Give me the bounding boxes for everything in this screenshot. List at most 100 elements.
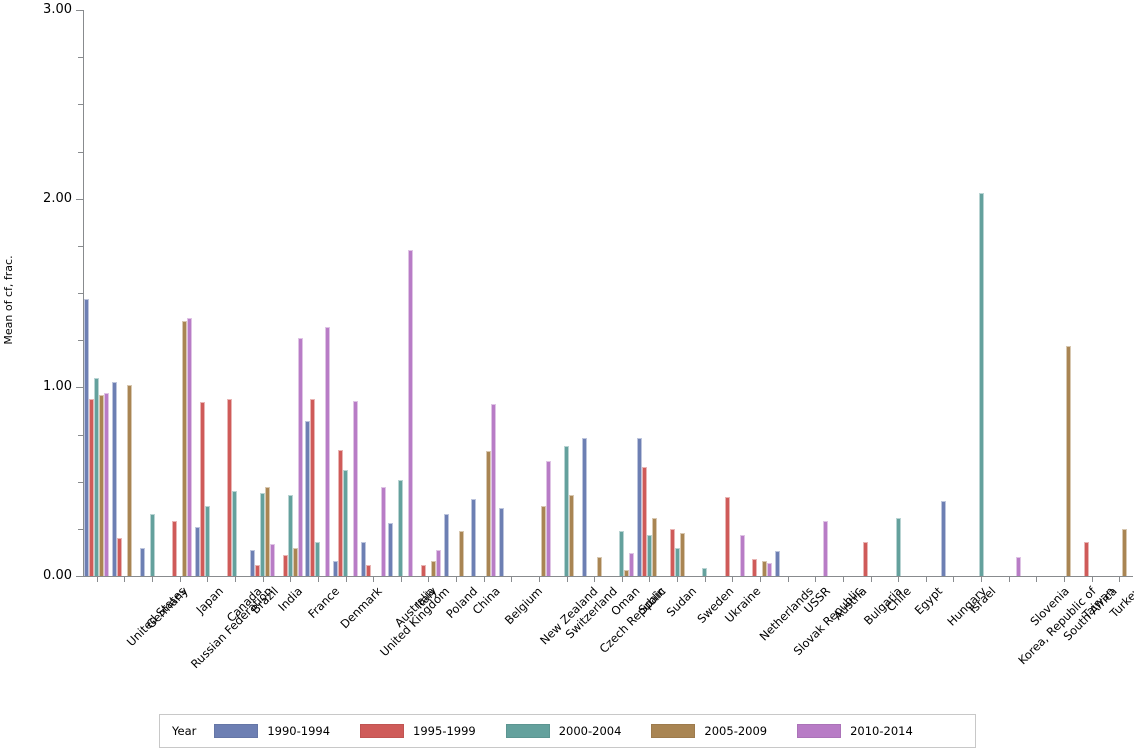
bar[interactable] xyxy=(895,517,901,576)
legend-item[interactable]: 2010-2014 xyxy=(797,724,913,738)
bar[interactable] xyxy=(546,460,552,576)
x-tick-mark xyxy=(1036,577,1038,582)
bar[interactable] xyxy=(232,491,238,576)
bar[interactable] xyxy=(305,421,311,576)
bar[interactable] xyxy=(126,385,132,576)
bar[interactable] xyxy=(265,487,271,576)
legend-item[interactable]: 1990-1994 xyxy=(214,724,330,738)
legend-item[interactable]: 1995-1999 xyxy=(360,724,476,738)
bar[interactable] xyxy=(287,494,293,576)
bar[interactable] xyxy=(204,506,210,576)
bar[interactable] xyxy=(458,530,464,576)
y-tick-minor xyxy=(78,104,83,105)
bar[interactable] xyxy=(651,517,657,576)
bar[interactable] xyxy=(646,534,652,576)
bar[interactable] xyxy=(260,493,266,576)
bar[interactable] xyxy=(182,321,188,576)
bar[interactable] xyxy=(227,398,233,576)
bar-group xyxy=(416,10,441,576)
legend-item[interactable]: 2005-2009 xyxy=(651,724,767,738)
bar[interactable] xyxy=(94,377,100,576)
bar[interactable] xyxy=(111,381,117,576)
bar[interactable] xyxy=(338,449,343,576)
bar[interactable] xyxy=(360,542,366,576)
bar[interactable] xyxy=(498,508,504,576)
bar[interactable] xyxy=(430,560,436,576)
x-tick-mark xyxy=(953,577,955,582)
bar[interactable] xyxy=(581,438,587,576)
bar[interactable] xyxy=(84,298,90,576)
bar[interactable] xyxy=(762,560,768,576)
bar[interactable] xyxy=(315,542,321,576)
bar[interactable] xyxy=(471,498,477,576)
bar[interactable] xyxy=(1084,542,1090,576)
bar[interactable] xyxy=(1016,557,1022,576)
bar[interactable] xyxy=(408,249,414,576)
bar[interactable] xyxy=(596,557,602,576)
bar[interactable] xyxy=(767,562,773,576)
bar[interactable] xyxy=(297,338,303,576)
bar[interactable] xyxy=(149,513,155,576)
bar[interactable] xyxy=(1121,528,1127,576)
bar[interactable] xyxy=(388,523,394,576)
bar[interactable] xyxy=(333,560,338,576)
bar[interactable] xyxy=(139,547,145,576)
bar[interactable] xyxy=(1066,345,1072,576)
bar[interactable] xyxy=(822,521,828,576)
bar[interactable] xyxy=(435,549,441,576)
legend-label: 2005-2009 xyxy=(704,724,768,738)
bar[interactable] xyxy=(187,317,193,576)
bar[interactable] xyxy=(325,326,331,576)
legend-item[interactable]: 2000-2004 xyxy=(505,724,621,738)
bar[interactable] xyxy=(641,466,647,576)
bar[interactable] xyxy=(310,398,316,576)
bar-group xyxy=(554,10,579,576)
bar[interactable] xyxy=(116,538,122,576)
bar[interactable] xyxy=(194,526,200,576)
bar[interactable] xyxy=(940,500,946,576)
bar[interactable] xyxy=(420,564,426,576)
bar-group xyxy=(913,10,938,576)
bar[interactable] xyxy=(89,398,95,576)
y-tick-label: 3.00 xyxy=(43,2,72,17)
bar[interactable] xyxy=(629,553,635,576)
y-tick-minor xyxy=(78,435,83,436)
bar[interactable] xyxy=(679,532,685,576)
bar[interactable] xyxy=(104,393,110,576)
bar[interactable] xyxy=(564,445,570,576)
bar[interactable] xyxy=(292,547,298,576)
bar[interactable] xyxy=(752,559,758,576)
bar[interactable] xyxy=(541,506,547,576)
bar[interactable] xyxy=(724,496,730,576)
bar[interactable] xyxy=(199,402,205,576)
bar[interactable] xyxy=(978,193,984,576)
bar[interactable] xyxy=(250,549,256,576)
bar[interactable] xyxy=(491,404,497,576)
bar[interactable] xyxy=(619,530,625,576)
bar[interactable] xyxy=(380,487,386,576)
bar[interactable] xyxy=(398,479,404,576)
x-tick-label: Spain xyxy=(635,584,668,617)
bar[interactable] xyxy=(365,564,371,576)
bar[interactable] xyxy=(863,542,868,576)
bar[interactable] xyxy=(282,555,288,576)
bar[interactable] xyxy=(443,513,449,576)
bar[interactable] xyxy=(775,551,781,576)
bar[interactable] xyxy=(270,543,276,576)
bar[interactable] xyxy=(486,451,492,576)
bar[interactable] xyxy=(669,528,675,576)
bar[interactable] xyxy=(353,400,358,576)
x-tick-mark xyxy=(981,577,983,582)
bar-group xyxy=(1107,10,1132,576)
bar[interactable] xyxy=(569,494,575,576)
bar[interactable] xyxy=(255,564,261,576)
bar[interactable] xyxy=(674,547,680,576)
bar[interactable] xyxy=(739,534,745,576)
bar[interactable] xyxy=(172,521,178,576)
y-tick-label: 1.00 xyxy=(43,379,72,395)
bar[interactable] xyxy=(702,568,708,576)
bar[interactable] xyxy=(624,570,630,576)
bar[interactable] xyxy=(636,438,642,576)
bar[interactable] xyxy=(343,470,348,576)
bar[interactable] xyxy=(99,394,105,576)
